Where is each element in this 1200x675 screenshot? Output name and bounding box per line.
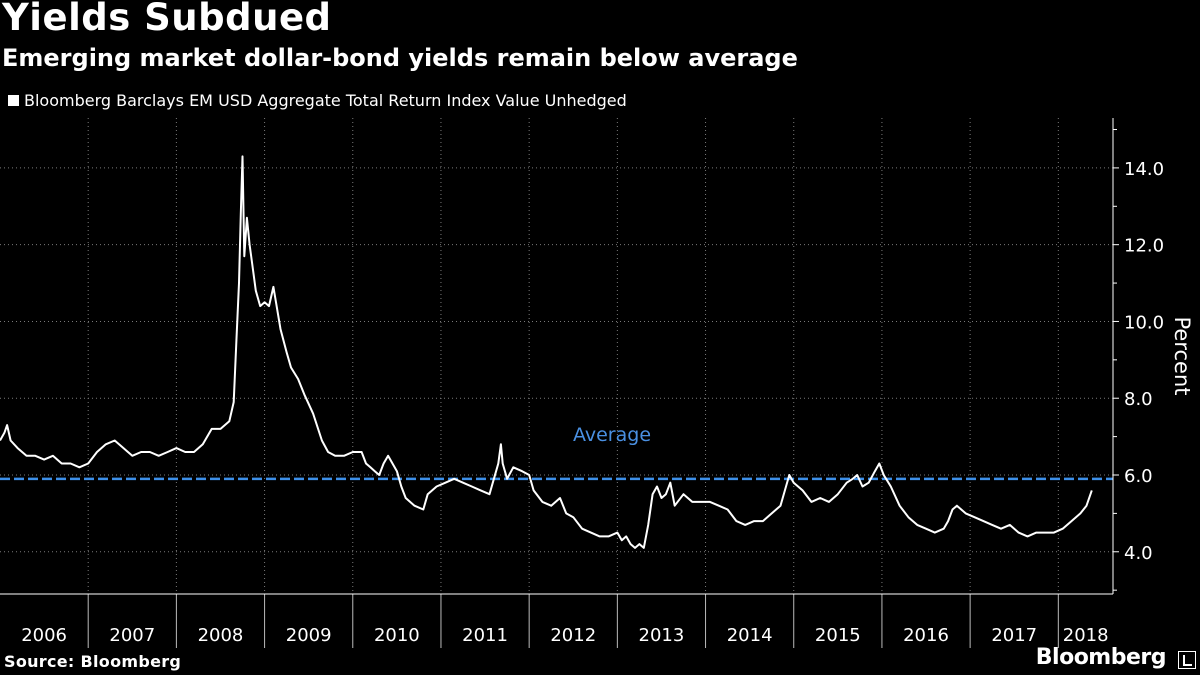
average-line-group: Average <box>0 424 1113 481</box>
x-tick-label: 2011 <box>462 625 508 646</box>
x-tick-label: 2010 <box>374 625 420 646</box>
x-tick-label: 2012 <box>550 625 596 646</box>
gridlines <box>0 118 1113 594</box>
brand-logo: Bloomberg <box>1035 645 1167 670</box>
x-axis: 2006 2007 2008 2009 2010 2011 2012 2013 2014 2015… <box>0 593 1113 648</box>
y-axis: 4.0 6.0 8.0 10.0 12.0 14.0 <box>1112 118 1164 594</box>
x-tick-label: 2018 <box>1063 625 1109 646</box>
y-tick-label: 6.0 <box>1124 466 1153 487</box>
source-note: Source: Bloomberg <box>4 652 182 671</box>
x-tick-label: 2006 <box>21 625 67 646</box>
average-label: Average <box>573 424 651 446</box>
x-tick-label: 2013 <box>639 625 685 646</box>
chart-subtitle: Emerging market dollar-bond yields remai… <box>2 44 798 72</box>
y-tick-label: 8.0 <box>1124 389 1153 410</box>
y-tick-label: 14.0 <box>1124 159 1164 180</box>
x-tick-label: 2017 <box>991 625 1037 646</box>
y-axis-label: Percent <box>1170 316 1194 395</box>
chart-title: Yields Subdued <box>2 0 332 39</box>
legend: Bloomberg Barclays EM USD Aggregate Tota… <box>8 91 627 110</box>
legend-label: Bloomberg Barclays EM USD Aggregate Tota… <box>24 91 627 110</box>
series-line <box>0 155 1093 549</box>
y-tick-label: 10.0 <box>1124 312 1164 333</box>
x-tick-label: 2014 <box>727 625 773 646</box>
x-tick-label: 2009 <box>286 625 332 646</box>
y-tick-label: 12.0 <box>1124 236 1164 257</box>
x-tick-label: 2007 <box>109 625 155 646</box>
y-tick-label: 4.0 <box>1124 543 1153 564</box>
x-tick-label: 2008 <box>198 625 244 646</box>
x-tick-label: 2016 <box>903 625 949 646</box>
bloomberg-terminal-icon <box>1178 651 1196 669</box>
x-tick-label: 2015 <box>815 625 861 646</box>
legend-swatch <box>8 95 19 106</box>
